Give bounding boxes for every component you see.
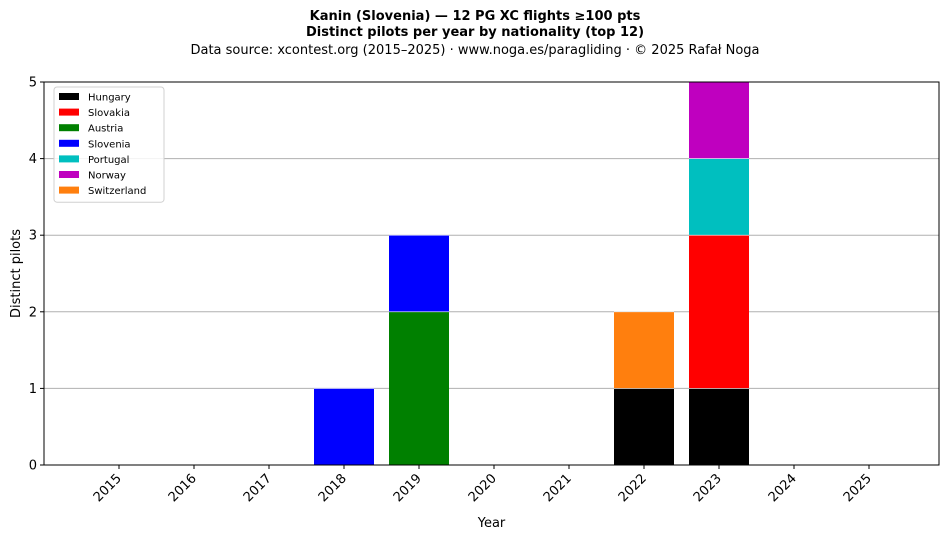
x-tick-label: 2018: [316, 471, 350, 505]
legend-label: Hungary: [88, 93, 131, 104]
legend-label: Slovakia: [88, 108, 130, 119]
legend-label: Austria: [88, 124, 123, 135]
chart-title: Kanin (Slovenia) — 12 PG XC flights ≥100…: [309, 9, 641, 24]
y-axis-label: Distinct pilots: [9, 229, 24, 318]
x-tick-label: 2016: [166, 471, 200, 505]
bar-segment: [689, 235, 749, 389]
legend-swatch: [59, 171, 79, 178]
bar-segment: [614, 388, 674, 465]
legend-swatch: [59, 139, 79, 147]
bar-segment: [389, 235, 449, 312]
bars: [314, 81, 749, 465]
y-tick-label: 0: [29, 459, 37, 474]
legend-label: Slovenia: [88, 139, 131, 150]
x-tick-label: 2019: [391, 471, 425, 505]
legend-box: [53, 86, 165, 203]
x-axis-label: Year: [477, 516, 506, 531]
bar-segment: [389, 311, 449, 465]
x-tick-label: 2021: [541, 471, 575, 505]
legend-swatch: [59, 93, 79, 100]
bar-segment: [314, 388, 374, 465]
x-tick-label: 2017: [241, 471, 275, 505]
legend-swatch: [59, 186, 79, 194]
chart-subtitle: Distinct pilots per year by nationality …: [305, 25, 645, 40]
x-tick-label: 2020: [466, 471, 500, 505]
x-tick-label: 2022: [616, 471, 650, 505]
bar-segment: [689, 82, 749, 159]
bar-segment: [689, 388, 749, 465]
y-tick-label: 3: [29, 229, 37, 244]
legend-label: Portugal: [88, 155, 129, 166]
legend-swatch: [59, 155, 79, 163]
legend-label: Norway: [88, 171, 126, 182]
y-tick-label: 5: [29, 76, 37, 91]
legend-swatch: [59, 108, 79, 116]
legend-label: Switzerland: [88, 186, 146, 197]
plot-frame: [43, 81, 940, 466]
y-tick-label: 2: [29, 305, 37, 320]
x-tick-label: 2025: [841, 471, 875, 505]
x-tick-label: 2023: [691, 471, 725, 505]
legend-swatch: [59, 124, 79, 132]
bar-segment: [689, 158, 749, 236]
x-tick-label: 2024: [766, 471, 800, 505]
legend: Hungary Slovakia Austria Slovenia Portugal No…: [53, 86, 165, 203]
x-axis: 2015 2016 2017 2018 2019 2020 2021 2022 2023 2024…: [91, 465, 875, 505]
y-tick-label: 4: [29, 152, 37, 167]
y-tick-label: 1: [29, 382, 37, 397]
y-axis: 0 1 2 3 4 5: [29, 76, 44, 474]
x-tick-label: 2015: [91, 471, 125, 505]
chart-source: Data source: xcontest.org (2015–2025) · …: [190, 43, 760, 58]
bar-segment: [614, 311, 674, 389]
grid-lines: [44, 158, 939, 389]
